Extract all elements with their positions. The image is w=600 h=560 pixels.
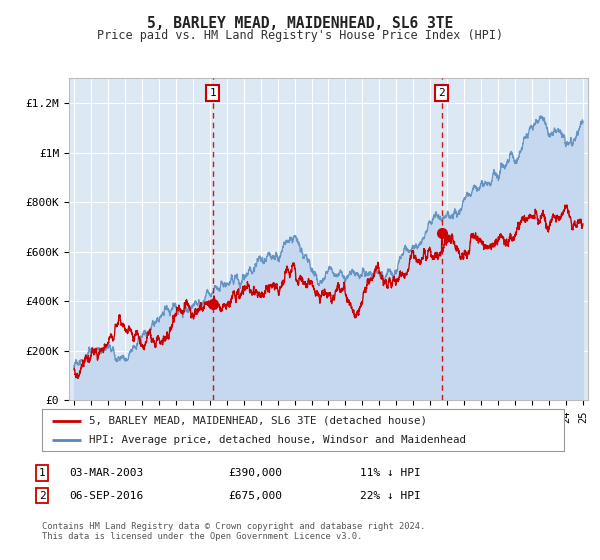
Text: £390,000: £390,000 bbox=[228, 468, 282, 478]
Text: HPI: Average price, detached house, Windsor and Maidenhead: HPI: Average price, detached house, Wind… bbox=[89, 435, 466, 445]
Text: 1: 1 bbox=[38, 468, 46, 478]
Text: Price paid vs. HM Land Registry's House Price Index (HPI): Price paid vs. HM Land Registry's House … bbox=[97, 29, 503, 42]
Text: 06-SEP-2016: 06-SEP-2016 bbox=[69, 491, 143, 501]
Text: 03-MAR-2003: 03-MAR-2003 bbox=[69, 468, 143, 478]
Text: 2: 2 bbox=[438, 88, 445, 98]
Text: 22% ↓ HPI: 22% ↓ HPI bbox=[360, 491, 421, 501]
Text: Contains HM Land Registry data © Crown copyright and database right 2024.
This d: Contains HM Land Registry data © Crown c… bbox=[42, 522, 425, 542]
Text: 11% ↓ HPI: 11% ↓ HPI bbox=[360, 468, 421, 478]
Text: 5, BARLEY MEAD, MAIDENHEAD, SL6 3TE (detached house): 5, BARLEY MEAD, MAIDENHEAD, SL6 3TE (det… bbox=[89, 416, 427, 426]
Text: 2: 2 bbox=[38, 491, 46, 501]
Text: 5, BARLEY MEAD, MAIDENHEAD, SL6 3TE: 5, BARLEY MEAD, MAIDENHEAD, SL6 3TE bbox=[147, 16, 453, 31]
Text: £675,000: £675,000 bbox=[228, 491, 282, 501]
Text: 1: 1 bbox=[209, 88, 216, 98]
